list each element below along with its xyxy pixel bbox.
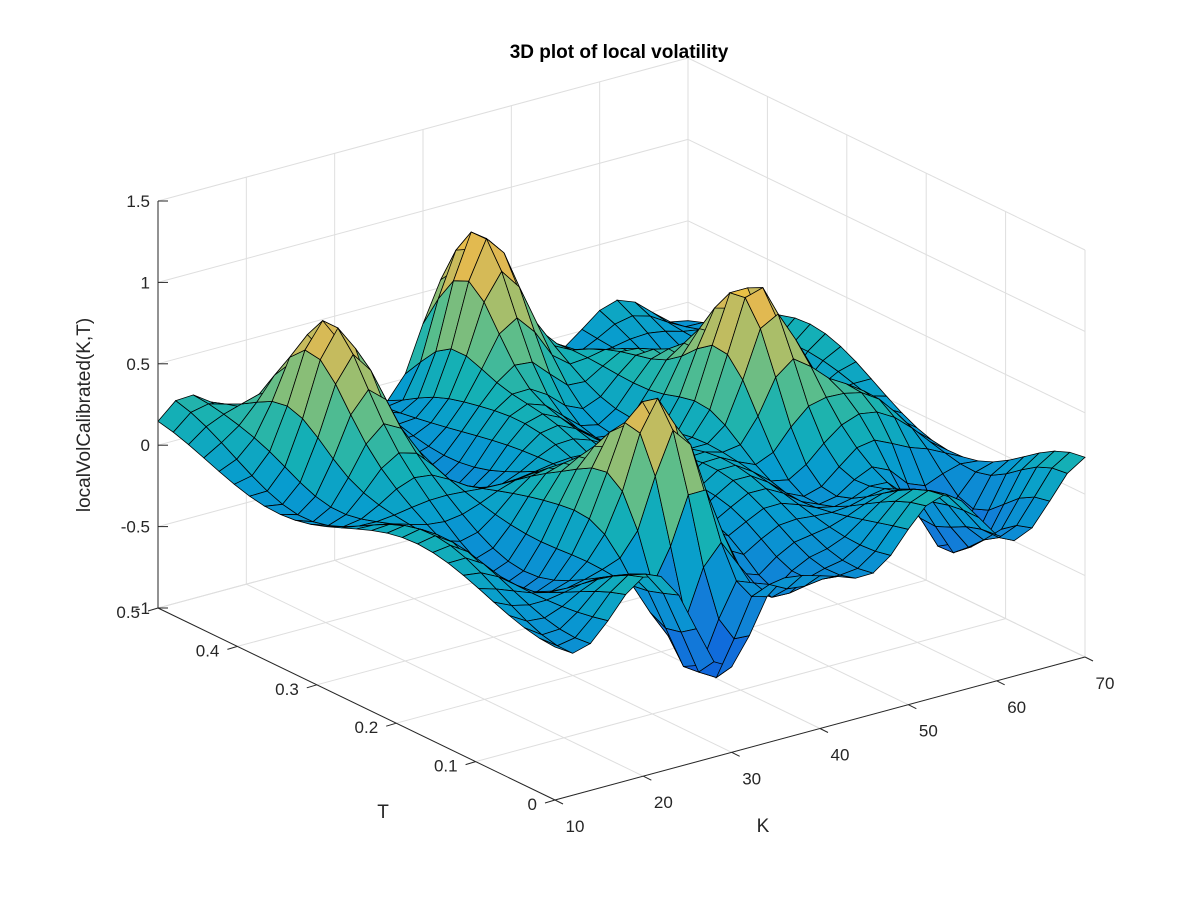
t-tick-mark [227, 645, 238, 650]
k-tick-label: 20 [654, 793, 673, 812]
k-tick-label: 30 [742, 769, 761, 788]
k-tick-mark [996, 680, 1005, 686]
t-axis-label: T [377, 802, 389, 823]
chart-title: 3D plot of local volatility [510, 42, 729, 63]
k-tick-mark [908, 704, 917, 710]
t-tick-label: 0.5 [116, 603, 140, 622]
k-tick-mark [731, 751, 740, 757]
t-tick-label: 0.3 [275, 680, 299, 699]
grid-line [687, 57, 1086, 251]
t-axis-line [157, 607, 556, 801]
grid-line [396, 579, 927, 724]
k-tick-label: 10 [566, 817, 585, 836]
z-axis-ticks: -1 -0.5 0 0.5 1 1.5 [121, 192, 168, 618]
k-tick-label: 70 [1096, 674, 1115, 693]
k-tick-mark [554, 799, 564, 805]
grid-line [687, 138, 1086, 332]
surface-mesh [157, 231, 1086, 679]
k-axis-ticks: 10 20 30 40 50 60 70 [554, 656, 1115, 836]
grid-line [475, 618, 1006, 763]
t-tick-label: 0.2 [355, 718, 379, 737]
k-tick-mark [643, 775, 652, 781]
z-tick-label: 1.5 [126, 192, 150, 211]
t-tick-label: 0 [528, 795, 537, 814]
grid-line [334, 559, 732, 753]
z-tick-label: -1 [135, 599, 150, 618]
t-tick-mark [147, 607, 159, 612]
grid-line [246, 583, 644, 777]
t-tick-mark [306, 684, 317, 689]
surface-face [1051, 451, 1086, 474]
z-axis-label: localVolCalibrated(K,T) [74, 318, 95, 512]
z-tick-label: 0 [141, 436, 150, 455]
k-tick-label: 40 [831, 746, 850, 765]
t-tick-mark [544, 799, 556, 804]
t-axis-ticks: 0 0.1 0.2 0.3 0.4 0.5 [116, 603, 556, 814]
z-tick-label: 1 [141, 273, 150, 292]
k-axis-label: K [757, 816, 770, 837]
z-tick-label: 0.5 [126, 355, 150, 374]
t-tick-label: 0.4 [196, 641, 220, 660]
k-tick-label: 50 [919, 722, 938, 741]
t-tick-label: 0.1 [434, 757, 458, 776]
k-tick-mark [819, 728, 829, 733]
k-tick-label: 60 [1007, 698, 1026, 717]
z-tick-label: -0.5 [121, 518, 150, 537]
t-tick-mark [465, 761, 476, 766]
t-tick-mark [386, 722, 397, 727]
grid-line [687, 220, 1086, 414]
k-tick-mark [1084, 656, 1094, 662]
